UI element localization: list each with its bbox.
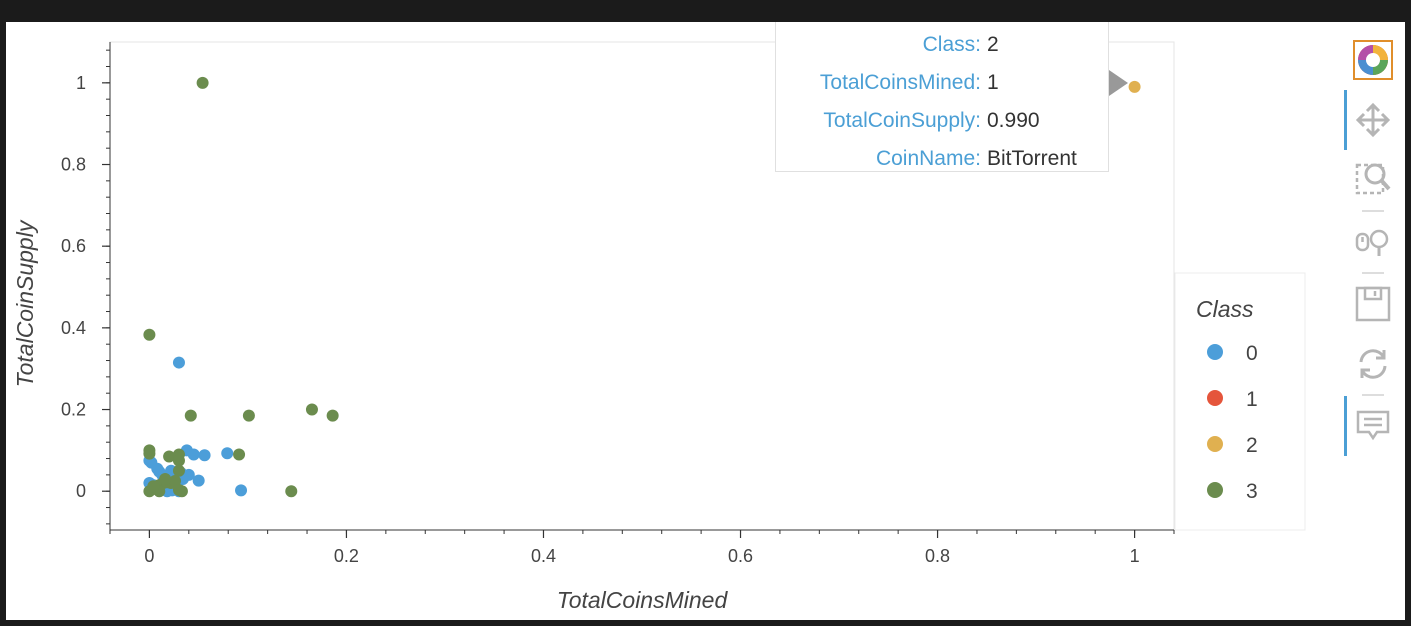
scatter-point-class-3[interactable] (326, 409, 339, 422)
scatter-point-class-3[interactable] (147, 480, 160, 493)
scatter-point-class-3[interactable] (159, 472, 172, 485)
hover-icon[interactable] (1353, 406, 1393, 446)
tooltip-key: TotalCoinSupply: (823, 109, 981, 132)
tooltip-row-totalcoinsupply: TotalCoinSupply: 0.990 (776, 106, 1110, 136)
scatter-point-class-3[interactable] (285, 485, 298, 498)
x-tick-label: 0.8 (925, 546, 950, 566)
tooltip-pointer (1109, 70, 1128, 96)
y-axis-label: TotalCoinSupply (12, 219, 38, 387)
y-tick-label: 0.4 (61, 318, 86, 338)
x-tick-label: 0 (144, 546, 154, 566)
active-indicator (1344, 396, 1347, 456)
scatter-point-class-0[interactable] (221, 447, 234, 460)
tooltip-row-class: Class: 2 (776, 30, 1110, 60)
active-indicator (1344, 90, 1347, 150)
scatter-point-class-3[interactable] (163, 450, 176, 463)
pan-icon[interactable] (1353, 100, 1393, 140)
scatter-point-class-0[interactable] (192, 474, 205, 487)
x-axis-label: TotalCoinsMined (557, 587, 729, 613)
legend-marker-0 (1207, 344, 1223, 360)
toolbar-divider (1362, 394, 1384, 396)
y-minor-ticks (106, 49, 110, 525)
scatter-point-class-0[interactable] (235, 484, 248, 497)
box-zoom-icon[interactable] (1353, 159, 1393, 199)
scatter-point-class-3[interactable] (172, 454, 185, 467)
y-tick-label: 0.6 (61, 236, 86, 256)
tooltip-value: BitTorrent (987, 147, 1077, 170)
legend-marker-2 (1207, 436, 1223, 452)
tooltip-row-totalcoinsmined: TotalCoinsMined: 1 (776, 68, 1110, 98)
scatter-point-class-0[interactable] (187, 448, 200, 461)
scatter-plot[interactable]: 0 0.2 0.4 0.6 0.8 1 0 0.2 0.4 0.6 0.8 1 TotalCoins… (6, 22, 1405, 620)
data-points (143, 76, 1141, 498)
legend-marker-3 (1207, 482, 1223, 498)
scatter-point-class-3[interactable] (172, 464, 185, 477)
y-tick-label: 0 (76, 481, 86, 501)
legend: Class 0 1 2 3 (1174, 272, 1306, 531)
x-tick-label: 0.6 (728, 546, 753, 566)
scatter-point-class-3[interactable] (233, 448, 246, 461)
x-tick-label: 0.2 (334, 546, 359, 566)
tooltip-key: CoinName: (875, 147, 981, 170)
y-tick-label: 0.8 (61, 155, 86, 175)
legend-label-0: 0 (1246, 342, 1258, 365)
bokeh-logo-icon[interactable] (1353, 40, 1393, 80)
tooltip-value: 1 (987, 71, 999, 94)
save-icon[interactable] (1353, 284, 1393, 324)
scatter-point-class-2[interactable] (1128, 80, 1141, 93)
legend-label-2: 2 (1246, 434, 1258, 457)
legend-marker-1 (1207, 390, 1223, 406)
scatter-point-class-3[interactable] (305, 403, 318, 416)
y-axis-ticks: 0 0.2 0.4 0.6 0.8 1 (61, 73, 110, 501)
scatter-point-class-3[interactable] (169, 474, 182, 487)
y-tick-label: 1 (76, 73, 86, 93)
reset-icon[interactable] (1353, 344, 1393, 384)
x-tick-label: 1 (1130, 546, 1140, 566)
hover-tooltip: Class: 2 TotalCoinsMined: 1 TotalCoinSup… (775, 22, 1109, 172)
plot-panel: 0 0.2 0.4 0.6 0.8 1 0 0.2 0.4 0.6 0.8 1 TotalCoins… (6, 22, 1405, 620)
scatter-point-class-3[interactable] (196, 76, 209, 89)
scatter-point-class-3[interactable] (184, 409, 197, 422)
scatter-point-class-0[interactable] (172, 356, 185, 369)
tooltip-value: 2 (987, 33, 999, 56)
scatter-point-class-0[interactable] (198, 449, 211, 462)
scatter-point-class-3[interactable] (143, 328, 156, 341)
tooltip-value: 0.990 (987, 109, 1040, 132)
x-minor-ticks (109, 530, 1175, 534)
y-tick-label: 0.2 (61, 400, 86, 420)
legend-label-3: 3 (1246, 480, 1258, 503)
plot-toolbar (1341, 22, 1405, 620)
x-tick-label: 0.4 (531, 546, 556, 566)
wheel-zoom-icon[interactable] (1353, 222, 1393, 262)
tooltip-row-coinname: CoinName: BitTorrent (776, 144, 1110, 174)
legend-label-1: 1 (1246, 388, 1258, 411)
scatter-point-class-3[interactable] (143, 447, 156, 460)
scatter-point-class-3[interactable] (242, 409, 255, 422)
toolbar-divider (1362, 210, 1384, 212)
toolbar-divider (1362, 272, 1384, 274)
tooltip-key: Class: (922, 33, 981, 56)
x-axis-ticks: 0 0.2 0.4 0.6 0.8 1 (144, 530, 1140, 566)
legend-items: 0 1 2 3 (1207, 342, 1258, 503)
scatter-point-class-3[interactable] (172, 483, 185, 496)
tooltip-key: TotalCoinsMined: (819, 71, 981, 94)
legend-title: Class (1196, 296, 1254, 322)
legend-box (1174, 272, 1306, 531)
